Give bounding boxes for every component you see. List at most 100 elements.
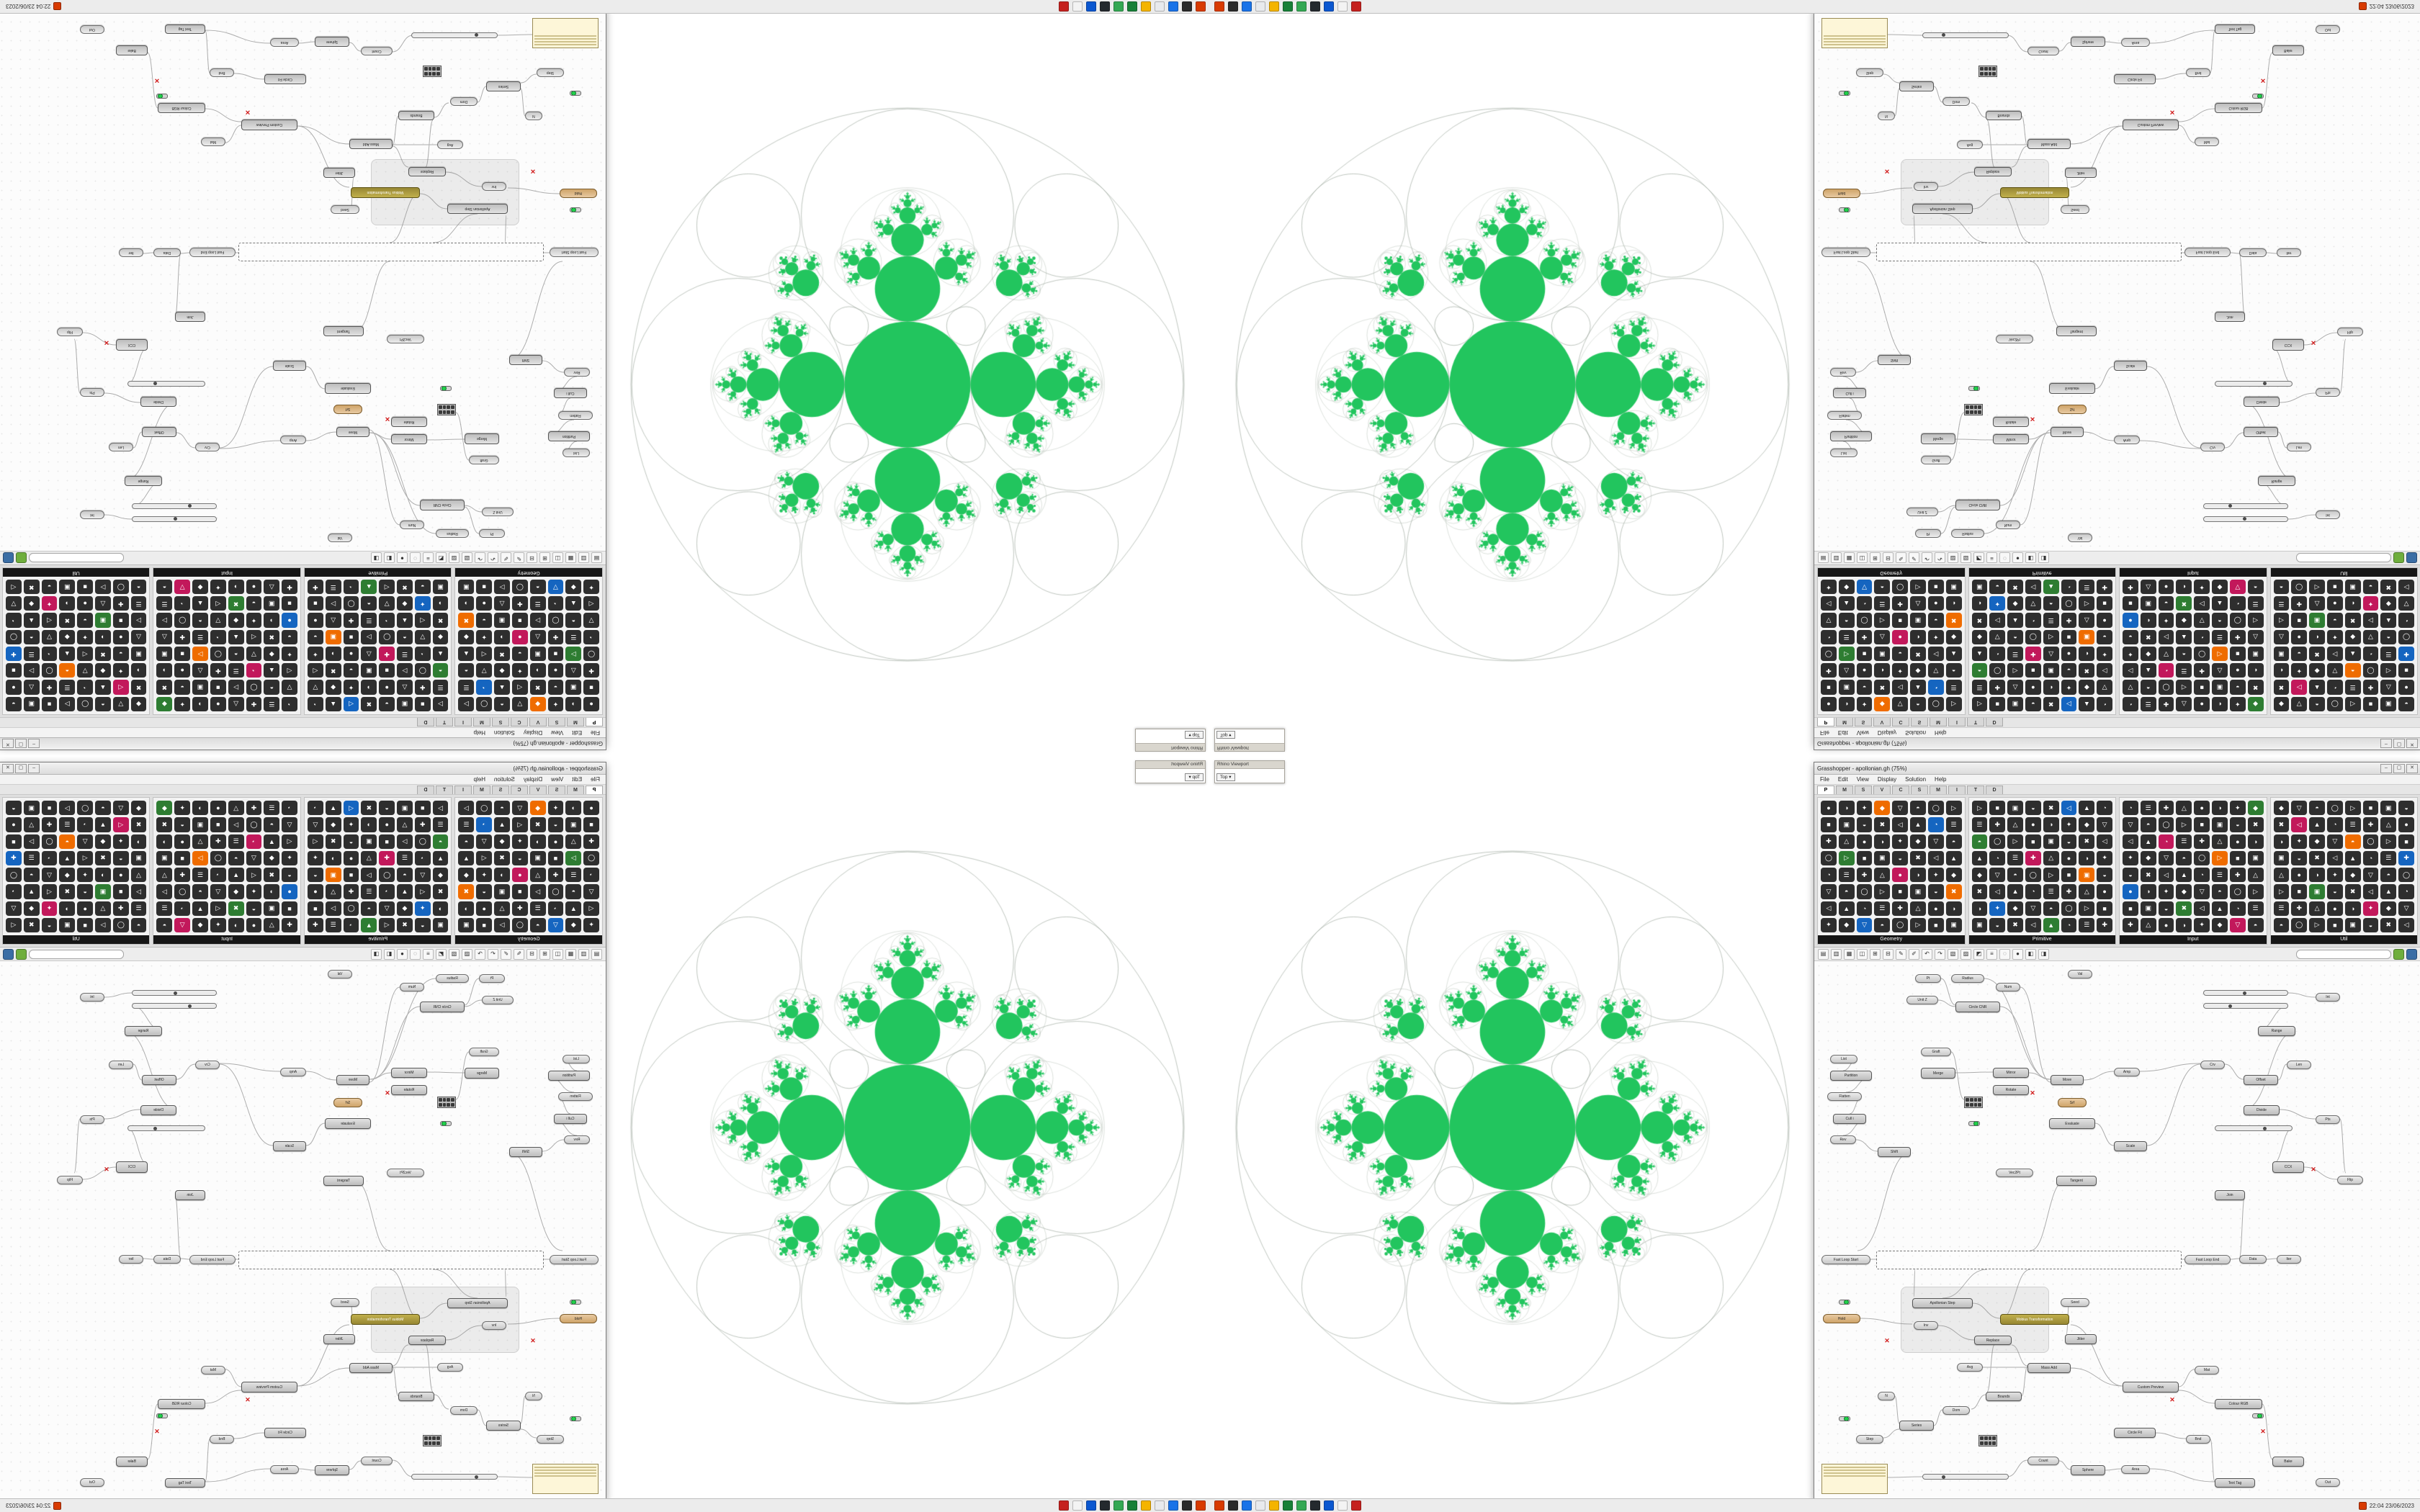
component-icon[interactable]: ✖ — [1971, 613, 1988, 628]
component-icon[interactable]: ▷ — [2176, 680, 2192, 695]
component-evaluate[interactable]: Evaluate — [325, 383, 371, 394]
component-icon[interactable]: ■ — [6, 663, 22, 678]
component-partition[interactable]: Partition — [548, 1071, 590, 1081]
component-icon[interactable]: ◔ — [246, 663, 262, 678]
tab-maths[interactable]: M — [567, 786, 584, 794]
data-panel[interactable] — [532, 18, 599, 48]
code-app-icon[interactable] — [1310, 1500, 1320, 1511]
component-icon[interactable]: ▷ — [2043, 629, 2059, 644]
param-step[interactable]: Step — [1856, 68, 1883, 77]
component-icon[interactable]: ◯ — [511, 580, 528, 595]
component-icon[interactable]: ✖ — [2309, 647, 2325, 662]
component-icon[interactable]: ■ — [2398, 663, 2414, 678]
component-icon[interactable]: ● — [343, 647, 359, 662]
component-icon[interactable]: ▲ — [2344, 850, 2361, 865]
param-count[interactable]: Count — [361, 47, 393, 55]
component-icon[interactable]: ▽ — [246, 850, 262, 865]
tab-maths[interactable]: M — [1836, 718, 1853, 726]
component-icon[interactable]: ◯ — [2326, 696, 2343, 711]
component-icon[interactable]: ■ — [2097, 596, 2112, 611]
component-icon[interactable]: ● — [246, 580, 262, 595]
component-icon[interactable]: ◆ — [130, 801, 147, 816]
component-text-tag[interactable]: Text Tag — [2215, 1478, 2255, 1488]
component-icon[interactable]: ▣ — [529, 850, 546, 865]
component-icon[interactable]: ✦ — [282, 647, 297, 662]
component-icon[interactable]: ✚ — [2123, 917, 2138, 932]
param-flip[interactable]: Flip — [2337, 328, 2363, 336]
component-icon[interactable]: ◆ — [23, 596, 40, 611]
settings-icon[interactable]: ◧ — [2025, 948, 2036, 960]
component-icon[interactable]: ● — [2061, 850, 2077, 865]
component-icon[interactable]: ▲ — [2007, 884, 2023, 899]
component-icon[interactable]: ◯ — [379, 868, 395, 883]
component-icon[interactable]: ▽ — [511, 696, 528, 711]
component-range[interactable]: Range — [2258, 1026, 2295, 1036]
component-icon[interactable]: ◓ — [458, 834, 475, 849]
component-icon[interactable]: ■ — [2025, 834, 2041, 849]
component-icon[interactable]: ▷ — [2007, 663, 2023, 678]
component-icon[interactable]: ✚ — [1989, 817, 2006, 832]
component-icon[interactable]: ◆ — [494, 834, 510, 849]
component-icon[interactable]: ✦ — [174, 696, 191, 711]
tab-params[interactable]: P — [1817, 786, 1834, 794]
component-icon[interactable]: ◁ — [6, 580, 22, 595]
value-grid[interactable] — [1978, 1435, 1997, 1446]
component-icon[interactable]: ◑ — [264, 884, 280, 899]
component-icon[interactable]: ◆ — [1874, 801, 1891, 816]
tab-params[interactable]: P — [586, 786, 603, 794]
component-icon[interactable]: ✦ — [2291, 663, 2308, 678]
component-icon[interactable]: ▣ — [2043, 834, 2059, 849]
component-icon[interactable]: ◓ — [156, 580, 173, 595]
component-icon[interactable]: ◓ — [59, 834, 76, 849]
component-icon[interactable]: ▣ — [2309, 613, 2325, 628]
menu-item-solution[interactable]: Solution — [1905, 776, 1927, 783]
component-icon[interactable]: ◓ — [2007, 629, 2023, 644]
component-icon[interactable]: ◒ — [2229, 680, 2246, 695]
component-icon[interactable]: ▲ — [2007, 613, 2023, 628]
component-icon[interactable]: ▣ — [1838, 817, 1855, 832]
component-icon[interactable]: ▣ — [23, 801, 40, 816]
component-icon[interactable]: ▷ — [2247, 613, 2264, 628]
component-icon[interactable]: ◆ — [2380, 901, 2397, 916]
component-icon[interactable]: ◆ — [1945, 629, 1962, 644]
component-icon[interactable]: ◯ — [112, 580, 129, 595]
component-icon[interactable]: ◁ — [41, 884, 58, 899]
boolean-toggle[interactable] — [1839, 1416, 1850, 1421]
param-len[interactable]: Len — [109, 443, 133, 451]
slider-knob[interactable] — [1941, 33, 1945, 37]
param-vec2pt[interactable]: Vec2Pt — [387, 335, 424, 343]
component-icon[interactable]: ◔ — [2123, 801, 2138, 816]
component-icon[interactable]: ▽ — [2326, 663, 2343, 678]
boolean-toggle[interactable] — [2252, 1413, 2264, 1418]
component-icon[interactable]: ■ — [77, 917, 94, 932]
component-sphere[interactable]: Sphere — [315, 1465, 349, 1475]
component-icon[interactable]: ● — [308, 613, 323, 628]
alert-app-icon[interactable] — [1059, 1500, 1069, 1511]
component-icon[interactable]: ◆ — [1910, 834, 1926, 849]
component-icon[interactable]: ✦ — [547, 696, 564, 711]
close-button[interactable]: ✕ — [2406, 763, 2418, 773]
component-icon[interactable]: ▣ — [2309, 884, 2325, 899]
component-icon[interactable]: ✦ — [547, 801, 564, 816]
component-icon[interactable]: ☰ — [2273, 901, 2290, 916]
param-graft[interactable]: Graft — [469, 456, 499, 464]
param-bnd[interactable]: Bnd — [2186, 68, 2210, 77]
component-icon[interactable]: ✚ — [583, 834, 599, 849]
slider-knob[interactable] — [174, 991, 177, 995]
boolean-toggle[interactable] — [1968, 386, 1980, 391]
slider-knob[interactable] — [1941, 1475, 1945, 1479]
param-pts[interactable]: Pts — [2316, 1115, 2340, 1124]
component-icon[interactable]: ☰ — [228, 834, 244, 849]
component-icon[interactable]: ▽ — [2097, 680, 2112, 695]
component-icon[interactable]: ☰ — [361, 884, 377, 899]
component-icon[interactable]: ◯ — [414, 834, 431, 849]
component-icon[interactable]: ✦ — [2158, 613, 2174, 628]
component-icon[interactable]: ◑ — [156, 834, 173, 849]
component-icon[interactable]: ◯ — [2326, 801, 2343, 816]
component-icon[interactable]: ◯ — [2158, 817, 2174, 832]
component-icon[interactable]: ◒ — [343, 834, 359, 849]
component-icon[interactable]: ◓ — [2273, 917, 2290, 932]
component-icon[interactable]: ▣ — [156, 850, 173, 865]
component-icon[interactable]: ◓ — [23, 868, 40, 883]
param-out[interactable]: Out — [80, 25, 104, 34]
